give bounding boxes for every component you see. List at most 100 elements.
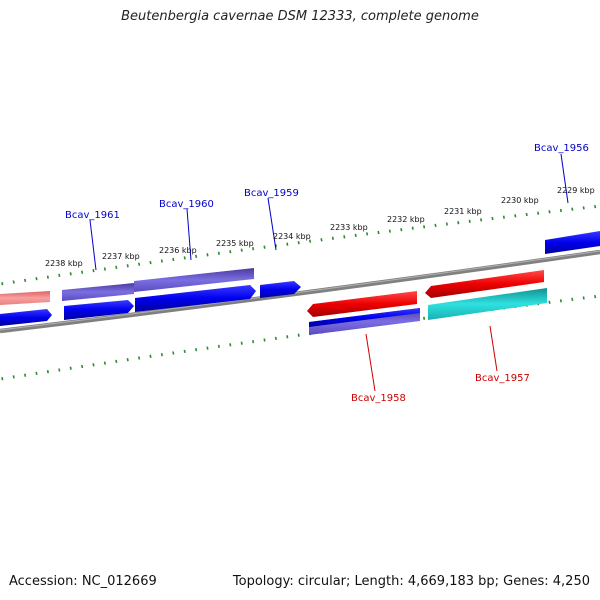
scale-tick-lower-minor xyxy=(172,351,175,355)
scale-tick-lower-minor xyxy=(297,333,300,337)
scale-tick-lower-minor xyxy=(69,366,72,370)
gene-label-bcav-1957: Bcav_1957 xyxy=(475,373,530,384)
scale-tick-upper-minor xyxy=(81,270,84,274)
scale-tick-lower-minor xyxy=(103,361,106,365)
scale-tick-upper-minor xyxy=(263,245,266,249)
gene-feature-partial-left xyxy=(0,291,50,305)
scale-tick-upper-minor xyxy=(320,238,323,242)
scale-tick-lower-minor xyxy=(252,339,255,344)
scale-tick-lower-minor xyxy=(559,299,562,303)
scale-tick-upper-minor xyxy=(274,244,277,248)
cds-arrow-partial-left xyxy=(0,309,52,326)
scale-tick-upper-minor xyxy=(559,208,562,213)
scale-label-2230-kbp: 2230 kbp xyxy=(501,196,539,205)
scale-tick-lower-minor xyxy=(548,300,551,304)
scale-tick-upper-minor xyxy=(126,264,129,268)
scale-label-2237-kbp: 2237 kbp xyxy=(102,252,140,261)
scale-tick-upper-minor xyxy=(400,228,403,232)
scale-tick-upper-minor xyxy=(12,280,15,284)
scale-tick-upper-minor xyxy=(92,268,95,273)
genome-backbone xyxy=(0,249,600,334)
scale-tick-upper-minor xyxy=(286,242,289,246)
gene-feature-bcav-1960 xyxy=(134,268,254,292)
scale-tick-upper-minor xyxy=(331,236,334,240)
scale-tick-upper-minor xyxy=(343,235,346,239)
scale-tick-lower-minor xyxy=(81,364,84,369)
scale-tick-upper-minor xyxy=(366,232,369,236)
scale-label-2233-kbp: 2233 kbp xyxy=(330,223,368,232)
scale-tick-upper-minor xyxy=(388,229,391,233)
scale-tick-upper-minor xyxy=(411,226,414,230)
scale-tick-upper-minor xyxy=(571,207,574,211)
scale-tick-lower-minor xyxy=(92,363,95,367)
scale-tick-lower-minor xyxy=(35,371,38,376)
scale-tick-upper-minor xyxy=(183,256,186,260)
scale-tick-upper-minor xyxy=(309,239,312,243)
scale-tick-upper-minor xyxy=(206,253,209,257)
scale-tick-upper-minor xyxy=(58,273,61,278)
scale-tick-upper-minor xyxy=(138,262,141,266)
scale-tick-upper-minor xyxy=(594,204,597,209)
scale-tick-lower-minor xyxy=(115,359,118,364)
scale-tick-upper-minor xyxy=(445,222,448,226)
scale-tick-lower-minor xyxy=(149,354,152,358)
scale-tick-lower-minor xyxy=(46,370,49,374)
scale-tick-upper-minor xyxy=(480,218,483,222)
scale-tick-lower-minor xyxy=(12,375,15,379)
scale-tick-upper-minor xyxy=(514,214,517,218)
gene-feature-bcav-1957 xyxy=(428,288,547,320)
scale-tick-upper-minor xyxy=(172,257,175,262)
scale-tick-lower-minor xyxy=(582,296,585,300)
scale-tick-upper-minor xyxy=(297,241,300,245)
scale-tick-lower-minor xyxy=(286,335,289,339)
cds-stripe-bcav-1958 xyxy=(309,308,420,327)
scale-label-2236-kbp: 2236 kbp xyxy=(159,246,197,255)
scale-tick-lower-minor xyxy=(58,368,61,372)
gene-leader-lines xyxy=(89,153,569,392)
scale-tick-upper-minor xyxy=(491,216,494,221)
scale-tick-lower-minor xyxy=(217,344,220,349)
scale-tick-upper-minor xyxy=(35,277,38,281)
scale-label-2231-kbp: 2231 kbp xyxy=(444,207,482,216)
scale-tick-upper-minor xyxy=(160,259,163,263)
scale-tick-lower-minor xyxy=(229,343,232,347)
scale-tick-upper-minor xyxy=(548,210,551,214)
scale-tick-upper-minor xyxy=(46,275,49,279)
scale-tick-upper-minor xyxy=(24,278,27,283)
scale-tick-upper-minor xyxy=(468,219,471,223)
cds-arrow-bcav-1960 xyxy=(135,285,256,312)
cds-arrow-bcav-1961 xyxy=(64,300,134,320)
scale-tick-lower-minor xyxy=(423,316,426,320)
scale-tick-upper-minor xyxy=(582,206,585,210)
accession-text: Accession: NC_012669 xyxy=(9,574,157,589)
scale-tick-upper-minor xyxy=(103,267,106,271)
scale-label-2238-kbp: 2238 kbp xyxy=(45,259,83,268)
scale-label-2232-kbp: 2232 kbp xyxy=(387,215,425,224)
gene-label-bcav-1960: Bcav_1960 xyxy=(159,199,214,210)
scale-tick-lower-minor xyxy=(126,358,129,362)
map-title: Beutenbergia cavernae DSM 12333, complet… xyxy=(121,9,479,24)
scale-tick-upper-minor xyxy=(229,250,232,254)
genome-backbone-highlight xyxy=(0,250,600,331)
scale-tick-lower-minor xyxy=(240,341,243,345)
scale-tick-lower-minor xyxy=(263,338,266,342)
scale-label-2234-kbp: 2234 kbp xyxy=(273,232,311,241)
scale-tick-upper-minor xyxy=(115,265,118,270)
scale-tick-lower-minor xyxy=(183,349,186,354)
scale-tick-upper-minor xyxy=(69,272,72,276)
scale-tick-upper-minor xyxy=(354,233,357,238)
scale-tick-lower-minor xyxy=(138,356,141,360)
cds-arrow-bcav-1958 xyxy=(307,291,417,317)
scale-tick-lower-minor xyxy=(1,377,4,381)
scale-tick-upper-minor xyxy=(434,223,437,228)
scale-tick-lower-minor xyxy=(24,373,27,377)
tick-row-upper xyxy=(1,204,597,286)
scale-tick-lower-minor xyxy=(571,297,574,302)
scale-tick-upper-minor xyxy=(195,254,198,258)
cds-arrow-bcav-1957 xyxy=(425,270,544,298)
scale-label-2229-kbp: 2229 kbp xyxy=(557,186,595,195)
scale-tick-upper-minor xyxy=(377,230,380,235)
scale-tick-upper-minor xyxy=(457,221,460,225)
cds-arrow-bcav-1959 xyxy=(260,281,301,298)
